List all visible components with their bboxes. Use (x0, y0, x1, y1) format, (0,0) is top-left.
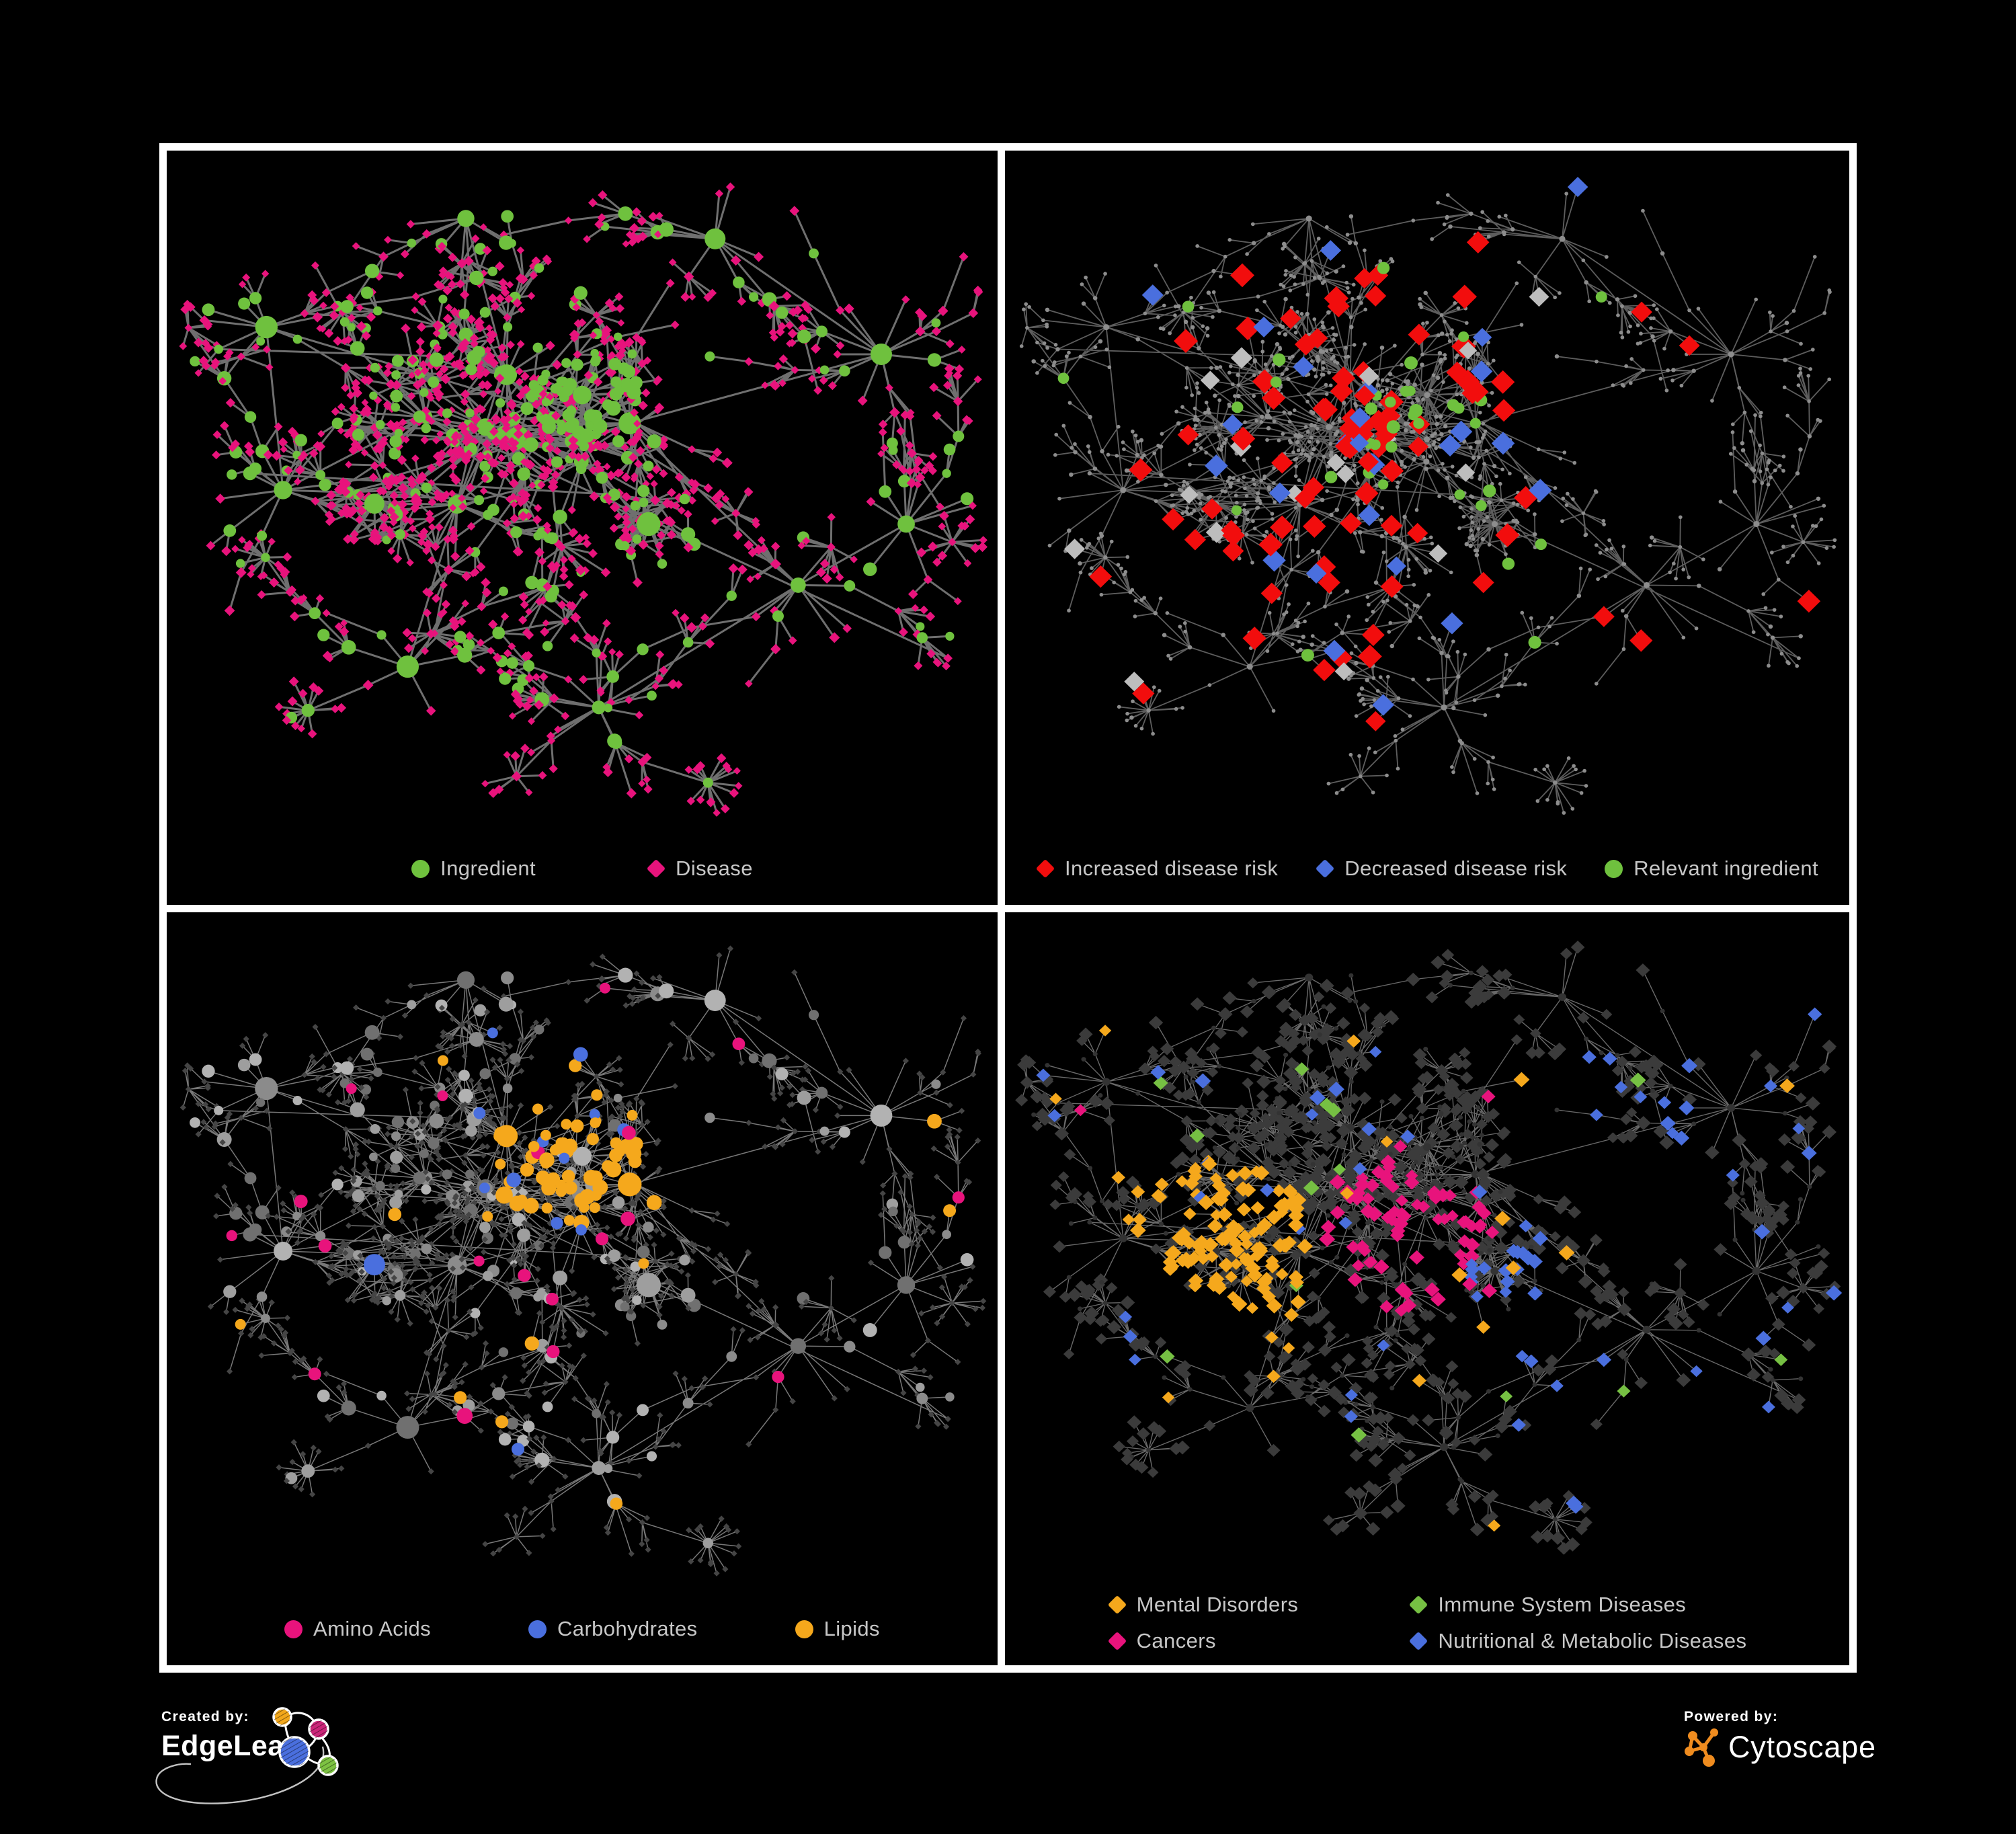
network-canvas-ingredient-disease (179, 182, 987, 817)
legend-disease-classes: Mental Disorders Immune System Diseases … (1005, 1593, 1849, 1653)
legend-item-nutritional-metabolic: Nutritional & Metabolic Diseases (1409, 1629, 1746, 1653)
decreased-risk-marker-icon (1316, 859, 1335, 879)
network-canvas-disease-risk (1019, 177, 1837, 815)
ingredient-marker-icon (411, 859, 430, 878)
powered-by-label: Powered by: (1684, 1709, 1779, 1724)
cytoscape-lockup: Cytoscape (1684, 1726, 1993, 1768)
cytoscape-logo (1685, 1728, 1718, 1767)
legend-label-immune-diseases: Immune System Diseases (1438, 1593, 1687, 1616)
disease-marker-icon (646, 859, 666, 879)
mental-disorders-marker-icon (1107, 1595, 1127, 1615)
panel-ingredient-disease: Ingredient Disease (159, 143, 1005, 912)
relevant-ingredient-marker-icon (1605, 859, 1623, 878)
immune-diseases-marker-icon (1409, 1595, 1428, 1615)
legend-label-mental-disorders: Mental Disorders (1136, 1593, 1299, 1616)
edgeleap-swoosh (155, 1746, 325, 1804)
legend-label-increased-risk: Increased disease risk (1065, 856, 1279, 880)
legend-item-carbohydrates: Carbohydrates (528, 1617, 698, 1641)
legend-label-decreased-risk: Decreased disease risk (1344, 856, 1568, 880)
legend-label-amino-acids: Amino Acids (313, 1617, 432, 1640)
legend-label-lipids: Lipids (823, 1617, 880, 1640)
panel-disease-classes: Mental Disorders Immune System Diseases … (998, 905, 1857, 1673)
legend-label-cancers: Cancers (1136, 1629, 1216, 1652)
legend-item-cancers: Cancers (1107, 1629, 1299, 1653)
network-canvas-disease-classes (1015, 941, 1843, 1555)
legend-item-lipids: Lipids (795, 1617, 880, 1641)
created-by-label: Created by: (161, 1709, 249, 1724)
legend-item-increased-risk: Increased disease risk (1035, 856, 1279, 881)
increased-risk-marker-icon (1035, 859, 1055, 879)
legend-item-decreased-risk: Decreased disease risk (1316, 856, 1567, 881)
legend-label-nutritional-metabolic: Nutritional & Metabolic Diseases (1438, 1629, 1747, 1652)
legend-disease-risk: Increased disease risk Decreased disease… (1005, 856, 1849, 881)
amino-acids-marker-icon (284, 1620, 303, 1638)
legend-label-disease: Disease (676, 856, 753, 880)
legend-item-amino-acids: Amino Acids (284, 1617, 431, 1641)
edgeleap-logo (272, 1707, 339, 1776)
legend-item-mental-disorders: Mental Disorders (1107, 1593, 1299, 1617)
panel-disease-risk: Increased disease risk Decreased disease… (998, 143, 1857, 912)
powered-by-block: Powered by: Cytoscape (1684, 1709, 1993, 1768)
legend-item-ingredient: Ingredient (411, 856, 536, 881)
legend-label-carbohydrates: Carbohydrates (557, 1617, 698, 1640)
lipids-marker-icon (795, 1620, 813, 1638)
edgeleap-logo-nodes (272, 1707, 339, 1776)
cancers-marker-icon (1107, 1631, 1127, 1651)
nutritional-metabolic-marker-icon (1409, 1631, 1428, 1651)
panel-nutrient-classes: Amino Acids Carbohydrates Lipids (159, 905, 1005, 1673)
legend-ingredient-disease: Ingredient Disease (167, 856, 998, 881)
legend-item-disease: Disease (646, 856, 753, 881)
legend-item-immune-diseases: Immune System Diseases (1409, 1593, 1746, 1617)
legend-label-relevant-ingredient: Relevant ingredient (1634, 856, 1818, 880)
legend-label-ingredient: Ingredient (440, 856, 536, 880)
network-canvas-nutrient-classes (179, 945, 987, 1577)
legend-item-relevant-ingredient: Relevant ingredient (1605, 856, 1818, 881)
cytoscape-wordmark: Cytoscape (1728, 1730, 1876, 1764)
created-by-block: Created by: EdgeLeap (155, 1707, 444, 1827)
edgeleap-wordmark: EdgeLeap (161, 1730, 303, 1762)
carbohydrates-marker-icon (528, 1620, 547, 1638)
legend-nutrient-classes: Amino Acids Carbohydrates Lipids (167, 1617, 998, 1641)
